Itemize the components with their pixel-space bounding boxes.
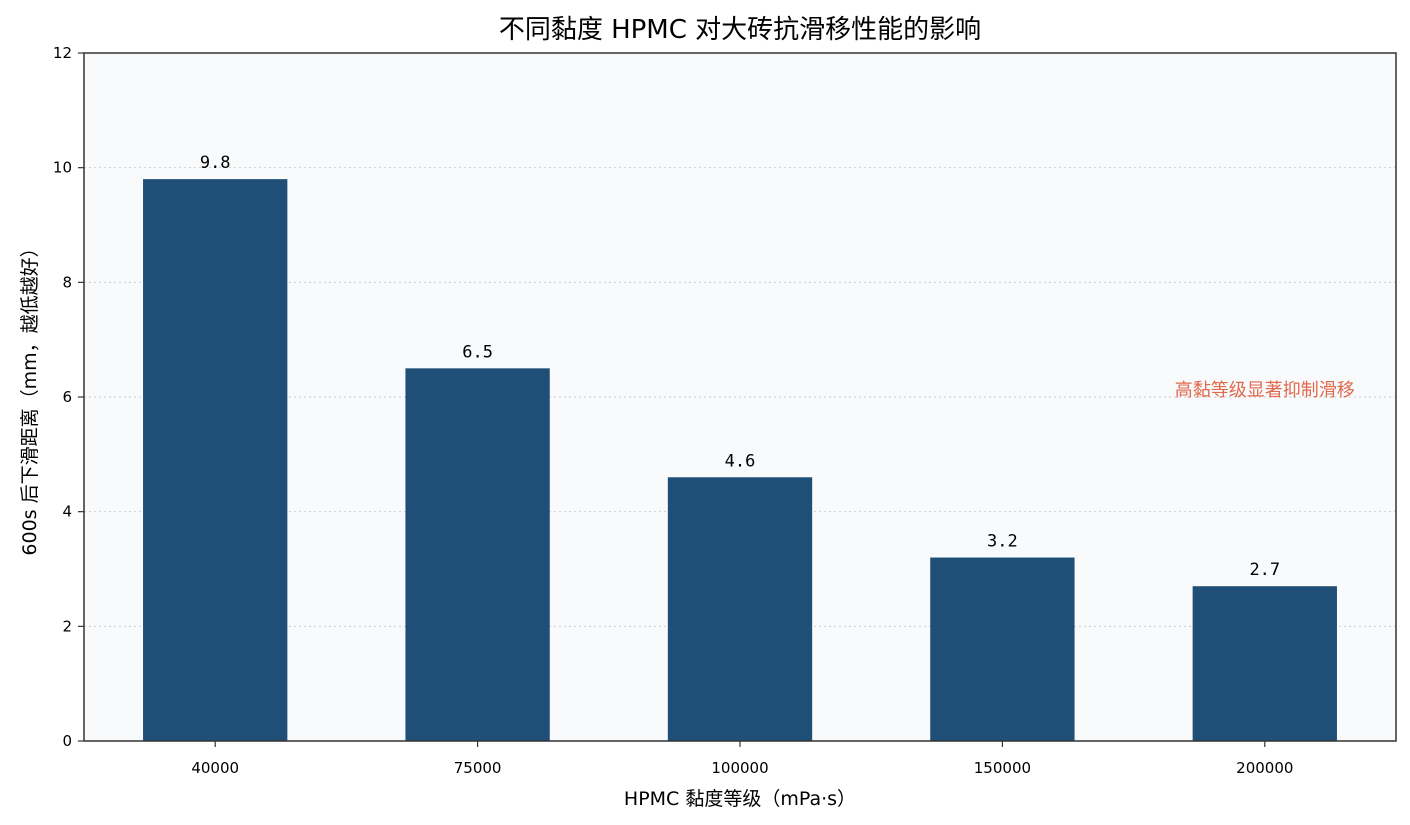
- y-tick-label: 4: [62, 503, 72, 521]
- bar-value-label: 3.2: [987, 532, 1018, 552]
- bars: [143, 179, 1337, 742]
- bar-value-label: 9.8: [200, 153, 231, 173]
- bar-value-label: 2.7: [1249, 560, 1280, 580]
- y-tick-label: 8: [62, 273, 72, 291]
- y-tick-label: 10: [53, 159, 72, 177]
- y-tick-label: 12: [53, 44, 72, 62]
- bar-75000: [405, 368, 550, 741]
- y-tick-label: 6: [62, 388, 72, 406]
- chart-title: 不同黏度 HPMC 对大砖抗滑移性能的影响: [499, 15, 981, 45]
- x-tick-label: 75000: [454, 759, 502, 777]
- bar-value-label: 4.6: [725, 451, 756, 471]
- bar-200000: [1192, 586, 1337, 741]
- bar-40000: [143, 179, 288, 742]
- x-tick-label: 200000: [1236, 759, 1293, 777]
- x-tick-label: 40000: [191, 759, 239, 777]
- y-axis-label: 600s 后下滑距离（mm，越低越好）: [19, 238, 41, 555]
- x-tick-label: 100000: [711, 759, 768, 777]
- bar-100000: [667, 477, 813, 741]
- y-tick-label: 0: [62, 732, 72, 750]
- bar-value-label: 6.5: [462, 342, 493, 362]
- annotation-text: 高黏等级显著抑制滑移: [1175, 380, 1355, 401]
- x-axis-ticks: 40000 75000 100000 150000 200000: [191, 741, 1293, 777]
- bar-150000: [930, 557, 1075, 741]
- y-tick-label: 2: [62, 617, 72, 635]
- x-axis-label: HPMC 黏度等级（mPa·s）: [624, 788, 856, 810]
- y-axis-ticks: 0 2 4 6 8 10 12: [53, 44, 84, 750]
- bar-value-labels: 9.8 6.5 4.6 3.2 2.7: [200, 153, 1280, 580]
- x-tick-label: 150000: [974, 759, 1031, 777]
